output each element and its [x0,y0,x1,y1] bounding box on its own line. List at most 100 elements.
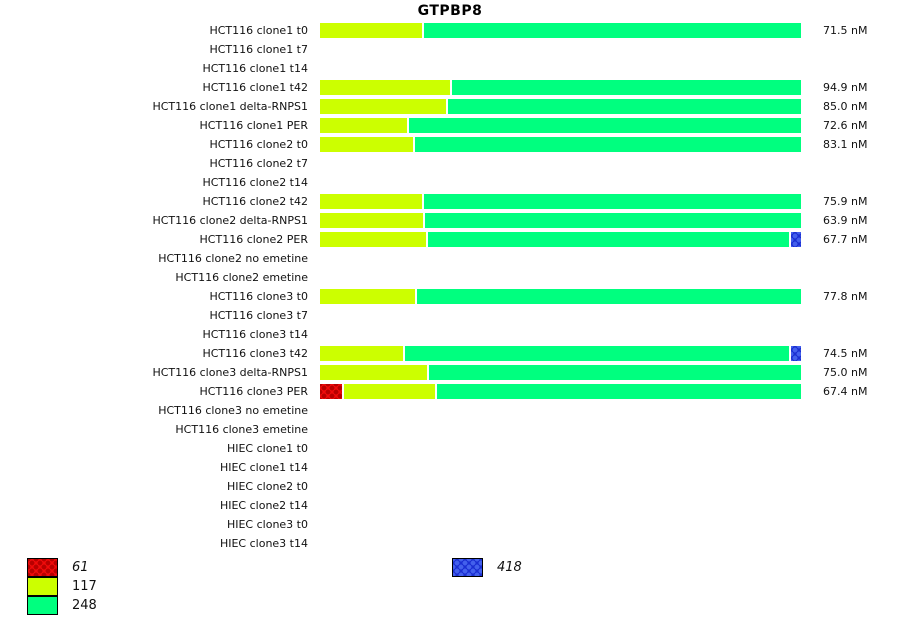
bar-segment-248 [429,365,801,380]
bar-segment-117 [320,23,422,38]
row-label: HCT116 clone1 PER [199,119,308,132]
chart-row: HCT116 clone3 t42 74.5 nM [0,344,900,363]
row-label: HCT116 clone2 delta-RNPS1 [152,214,308,227]
row-label: HCT116 clone2 no emetine [158,252,308,265]
row-label: HCT116 clone2 emetine [175,271,308,284]
bar-area [320,289,801,304]
legend-label: 418 [497,560,522,575]
bar-segment-117 [320,118,408,133]
bar-area [320,403,801,418]
bar-area [320,517,801,532]
bar-segment-248 [414,137,801,152]
row-label: HCT116 clone1 t42 [202,81,308,94]
bar-segment-248 [427,232,790,247]
row-value: 77.8 nM [823,290,868,303]
chart-row: HIEC clone1 t14 [0,458,900,477]
bar-segment-117 [320,80,451,95]
row-value: 94.9 nM [823,81,868,94]
chart-row: HCT116 clone3 emetine [0,420,900,439]
legend-label: 61 [72,560,89,575]
chart-row: HCT116 clone3 t14 [0,325,900,344]
legend-swatch-117 [27,576,58,596]
chart-row: HCT116 clone2 delta-RNPS1 63.9 nM [0,211,900,230]
row-label: HCT116 clone3 no emetine [158,404,308,417]
bar-area [320,536,801,551]
chart-row: HCT116 clone3 delta-RNPS1 75.0 nM [0,363,900,382]
row-value: 67.4 nM [823,385,868,398]
chart-row: HCT116 clone2 t42 75.9 nM [0,192,900,211]
legend-item: 61 [27,558,97,577]
bar-area [320,99,801,114]
bar-area [320,346,802,361]
chart-row: HCT116 clone1 t7 [0,40,900,59]
bar-rows: HCT116 clone1 t0 71.5 nM HCT116 clone1 t7 H… [0,21,900,553]
bar-segment-117 [320,99,446,114]
legend-label: 248 [72,598,97,613]
row-value: 63.9 nM [823,214,868,227]
bar-area [320,213,801,228]
bar-segment-248 [447,99,801,114]
row-label: HCT116 clone1 t7 [209,43,308,56]
row-label: HCT116 clone1 t0 [209,24,308,37]
row-value: 75.0 nM [823,366,868,379]
bar-area [320,251,801,266]
bar-segment-248 [436,384,801,399]
row-label: HCT116 clone2 t7 [209,157,308,170]
row-value: 72.6 nM [823,119,868,132]
bar-area [320,384,801,399]
row-label: HCT116 clone3 t0 [209,290,308,303]
chart-row: HCT116 clone2 t0 83.1 nM [0,135,900,154]
chart-row: HCT116 clone1 t42 94.9 nM [0,78,900,97]
row-label: HCT116 clone3 t14 [202,328,308,341]
chart-row: HCT116 clone1 PER 72.6 nM [0,116,900,135]
bar-segment-248 [452,80,801,95]
chart-title: GTPBP8 [417,3,483,19]
bar-segment-248 [416,289,801,304]
row-label: HCT116 clone2 PER [199,233,308,246]
row-label: HCT116 clone1 t14 [202,62,308,75]
chart-row: HCT116 clone3 t7 [0,306,900,325]
bar-segment-117 [344,384,435,399]
bar-segment-117 [320,365,428,380]
bar-area [320,61,801,76]
bar-segment-117 [320,289,415,304]
chart-row: HIEC clone3 t14 [0,534,900,553]
chart-row: HCT116 clone2 no emetine [0,249,900,268]
bar-area [320,270,801,285]
bar-area [320,80,801,95]
bar-segment-248 [423,194,801,209]
chart-row: HCT116 clone3 no emetine [0,401,900,420]
bar-area [320,23,801,38]
bar-area [320,118,801,133]
row-label: HCT116 clone3 delta-RNPS1 [152,366,308,379]
chart-row: HCT116 clone2 PER 67.7 nM [0,230,900,249]
row-label: HCT116 clone3 t7 [209,309,308,322]
row-label: HCT116 clone3 PER [199,385,308,398]
bar-area [320,460,801,475]
bar-area [320,194,801,209]
row-label: HIEC clone2 t14 [219,499,308,512]
bar-segment-248 [405,346,789,361]
legend-swatch-61 [27,558,58,577]
row-label: HCT116 clone1 delta-RNPS1 [152,100,308,113]
bar-segment-248 [425,213,801,228]
bar-area [320,137,801,152]
row-label: HIEC clone1 t14 [219,461,308,474]
bar-area [320,441,801,456]
bar-segment-248 [423,23,801,38]
bar-segment-418 [791,232,801,247]
chart-row: HCT116 clone2 emetine [0,268,900,287]
bar-area [320,365,801,380]
chart-row: HCT116 clone2 t7 [0,154,900,173]
legend-item: 117 [27,576,97,596]
bar-segment-117 [320,346,403,361]
bar-segment-248 [409,118,801,133]
row-value: 71.5 nM [823,24,868,37]
chart-row: HCT116 clone1 t14 [0,59,900,78]
bar-area [320,42,801,57]
row-value: 85.0 nM [823,100,868,113]
bar-segment-117 [320,194,422,209]
row-label: HIEC clone2 t0 [226,480,308,493]
chart-row: HCT116 clone1 t0 71.5 nM [0,21,900,40]
